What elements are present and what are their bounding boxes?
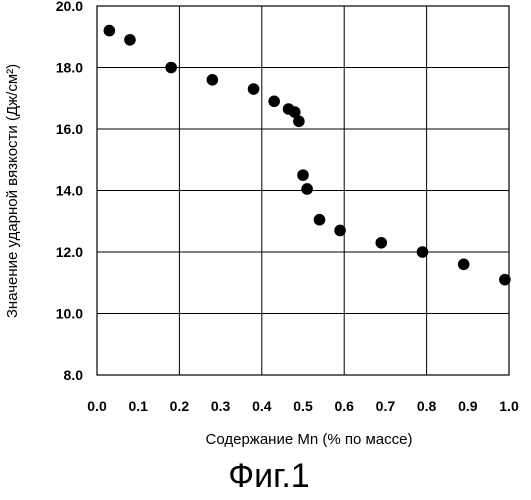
x-tick-label: 0.3 [211,398,231,414]
y-tick-label: 10.0 [56,306,83,322]
data-point [207,74,219,86]
y-tick-label: 20.0 [56,0,83,14]
x-tick-label: 0.2 [170,398,190,414]
data-point [499,274,511,286]
y-axis-label: Значение ударной вязкости (Дж/см²) [4,64,21,318]
data-point [124,34,136,46]
figure-caption: Фиг.1 [228,457,309,495]
x-axis-label: Содержание Mn (% по массе) [206,431,413,448]
data-point [297,169,309,181]
x-tick-label: 0.7 [376,398,396,414]
y-tick-label: 16.0 [56,121,83,137]
y-tick-label: 8.0 [64,367,84,383]
data-point [417,246,429,258]
x-tick-label: 0.6 [334,398,354,414]
data-point [301,183,313,195]
data-points [104,25,511,286]
data-point [334,225,346,237]
data-point [458,259,470,271]
y-axis-ticks: 8.0 10.0 12.0 14.0 16.0 18.0 20.0 [56,0,83,383]
x-tick-label: 0.1 [128,398,148,414]
data-point [268,96,280,108]
y-tick-label: 14.0 [56,183,83,199]
x-tick-label: 0.9 [458,398,478,414]
x-tick-label: 0.4 [252,398,272,414]
data-point [314,214,326,226]
x-tick-label: 1.0 [499,398,519,414]
x-axis-ticks: 0.0 0.1 0.2 0.3 0.4 0.5 0.6 0.7 0.8 0.9 1.0 [87,398,519,414]
y-tick-label: 12.0 [56,244,83,260]
data-point [248,83,260,95]
data-point [104,25,116,37]
data-point [165,62,177,74]
x-tick-label: 0.5 [293,398,313,414]
data-point [293,116,305,128]
x-tick-label: 0.8 [417,398,437,414]
data-point [375,237,387,249]
y-tick-label: 18.0 [56,60,83,76]
x-tick-label: 0.0 [87,398,107,414]
